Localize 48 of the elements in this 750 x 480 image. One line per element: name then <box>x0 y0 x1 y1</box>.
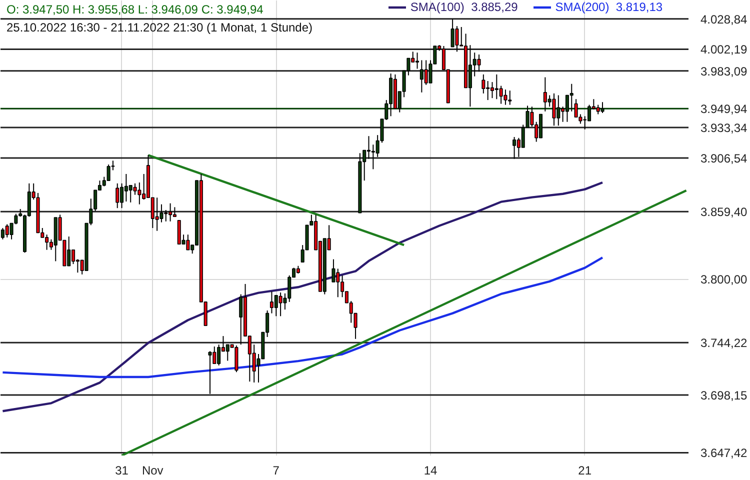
candlestick <box>155 197 159 232</box>
candlestick <box>455 26 459 52</box>
candlestick <box>106 164 110 182</box>
legend-label: SMA(200) 3.819,13 <box>555 0 663 14</box>
candlestick <box>234 345 238 373</box>
candlestick <box>552 92 556 126</box>
y-tick-label: 3.800,00 <box>700 272 748 287</box>
text: 25.10.2022 16:30 - 21.11.2022 21:30 (1 Monat, 1 Stunde) <box>6 20 313 34</box>
candlestick <box>186 234 190 250</box>
legend-label: SMA(100) 3.885,29 <box>410 0 518 14</box>
y-tick-label: 3.698,15 <box>700 388 748 403</box>
chart-title: O: 3.947,50 H: 3.955,68 L: 3.946,09 C: 3.949,94 <box>6 2 264 16</box>
y-tick-label: 3.949,94 <box>700 102 748 116</box>
candlestick <box>172 206 176 218</box>
candlestick <box>504 89 508 106</box>
candlestick <box>239 294 243 346</box>
candlestick <box>538 114 543 138</box>
x-tick-label: 14 <box>424 464 438 478</box>
candlestick <box>133 182 137 196</box>
candlestick <box>450 18 454 48</box>
candlestick <box>600 102 604 114</box>
x-tick-label: 21 <box>578 464 592 478</box>
candlestick <box>499 85 503 104</box>
y-tick-label: 4.028,84 <box>700 12 748 26</box>
y-tick-label: 3.647,42 <box>700 446 748 460</box>
y-tick-label: 4.002,19 <box>700 42 748 57</box>
y-tick-label: 3.906,54 <box>700 152 748 166</box>
candlestick <box>332 258 336 283</box>
candlestick <box>366 136 371 160</box>
y-tick-label: 3.744,22 <box>700 336 748 350</box>
candlestick <box>208 350 212 394</box>
line-series <box>2 256 604 378</box>
candlestick <box>116 182 120 209</box>
line-series <box>2 181 604 412</box>
candlestick <box>574 98 578 118</box>
y-tick-label: 3.983,09 <box>700 64 748 78</box>
candlestick <box>160 204 164 223</box>
candlestick <box>278 292 282 317</box>
x-tick-label: 7 <box>272 464 280 478</box>
y-tick-label: 3.933,34 <box>700 121 748 136</box>
candlestick <box>512 136 516 160</box>
candlestick <box>490 82 494 99</box>
candlestick <box>482 74 486 94</box>
x-tick-label: Nov <box>142 464 164 478</box>
candlestick <box>570 83 574 112</box>
candlestick <box>477 54 481 72</box>
y-tick-label: 3.859,40 <box>700 205 748 220</box>
x-tick-label: 31 <box>115 464 129 478</box>
